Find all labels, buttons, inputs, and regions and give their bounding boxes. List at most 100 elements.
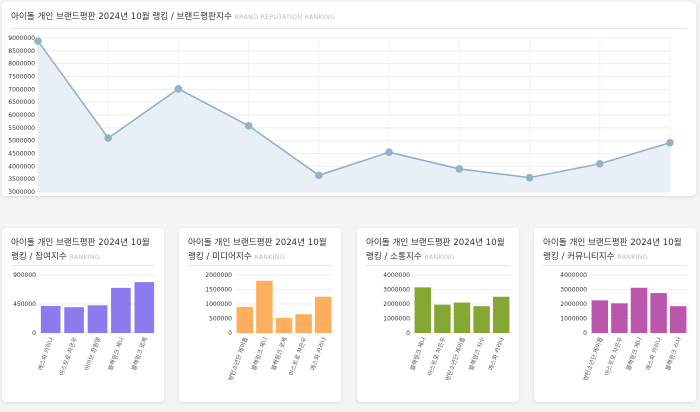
bar[interactable] [314,296,332,333]
x-tick-label: 블랙핑크 로제 [269,336,288,372]
data-point[interactable] [315,171,323,180]
y-tick-label: 2000000 [383,301,410,308]
chart-title-text: 아이돌 개인 브랜드평판 2024년 10월 랭킹 / 브랜드평판지수 [11,12,232,22]
y-tick-label: 2000000 [205,272,232,279]
x-tick-label: 블랙핑크 제니 [624,336,643,372]
line-chart-brand-reputation: 9000000 8500000 8000000 7500000 7000000 65000… [8,35,674,196]
title-divider [11,265,155,266]
chart-title-text: 아이돌 개인 브랜드평판 2024년 10월 랭킹 / 참여지수 [11,238,150,262]
y-tick-label: 4000000 [560,272,587,279]
x-tick-label: 아스트로 차은우 [58,336,80,377]
bar[interactable] [434,304,451,333]
y-tick-label: 1000000 [560,316,587,323]
data-point[interactable] [525,173,534,182]
x-tick-label: 블랙핑크 제니 [250,336,269,372]
bar[interactable] [295,314,312,333]
chart-card-media: 아이돌 개인 브랜드평판 2024년 10월 랭킹 / 미디어지수 RANKIN… [179,228,341,402]
y-tick-label: 0 [583,330,587,337]
chart-title: 아이돌 개인 브랜드평판 2024년 10월 랭킹 / 미디어지수 RANKIN… [188,236,333,264]
x-tick-label: 블랙핑크 제니 [106,336,125,372]
chart-subtitle: RANKING [254,253,285,261]
chart-card-communication: 아이돌 개인 브랜드평판 2024년 10월 랭킹 / 소통지수 RANKING… [357,228,519,402]
chart-subtitle: RANKING [617,253,648,261]
title-divider [543,265,687,266]
data-point[interactable] [385,148,393,157]
bar[interactable] [256,280,273,333]
y-tick-label: 450000 [13,301,36,308]
y-tick-label: 1000000 [383,316,410,323]
x-tick-label: 블랙핑크 리사 [664,336,684,372]
bar[interactable] [40,305,61,333]
y-tick-label: 6000000 [8,112,35,119]
y-tick-label: 4000000 [383,272,410,279]
chart-title-text: 아이돌 개인 브랜드평판 2024년 10월 랭킹 / 미디어지수 [188,238,327,262]
y-tick-label: 1500000 [205,287,232,294]
chart-subtitle: RANKING [424,253,456,261]
y-tick-label: 0 [32,330,36,337]
bar[interactable] [669,306,687,333]
chart-card-brand-reputation: 아이돌 개인 브랜드평판 2024년 10월 랭킹 / 브랜드평판지수 BRAN… [2,2,696,196]
y-tick-label: 3000000 [560,287,587,294]
title-divider [11,28,687,29]
y-tick-label: 7500000 [8,74,35,81]
bar[interactable] [275,317,293,333]
series-line [37,40,671,179]
chart-title: 아이돌 개인 브랜드평판 2024년 10월 랭킹 / 커뮤니티지수 RANKI… [543,236,688,264]
y-tick-label: 3000000 [383,287,410,294]
y-tick-label: 8000000 [8,61,35,68]
data-point[interactable] [595,159,604,168]
x-tick-label: 에스파 카리나 [309,336,329,372]
y-tick-label: 3000000 [8,189,35,196]
bar[interactable] [87,305,108,333]
bar[interactable] [611,303,628,333]
data-point[interactable] [666,138,674,147]
x-tick-label: 아이브 장원영 [83,336,102,372]
x-tick-label: 에스파 카리나 [644,336,664,372]
x-tick-label: 블랙핑크 지수 [467,336,487,372]
bar[interactable] [453,302,471,333]
y-tick-label: 500000 [209,316,232,323]
bar[interactable] [591,300,609,333]
y-tick-label: 4000000 [8,163,35,170]
y-tick-label: 9000000 [8,35,35,42]
data-point[interactable] [455,165,464,173]
y-tick-label: 4500000 [8,151,35,158]
y-tick-label: 6500000 [8,99,35,106]
data-point[interactable] [34,37,42,45]
x-tick-label: 에스파 카리나 [487,336,507,372]
x-tick-label: 아스트로 차은우 [426,336,448,377]
chart-card-community: 아이돌 개인 브랜드평판 2024년 10월 랭킹 / 커뮤니티지수 RANKI… [534,228,696,402]
bar[interactable] [134,282,155,333]
y-tick-label: 5500000 [8,125,35,132]
x-tick-label: 아스트로 차은우 [603,336,625,377]
y-tick-label: 5000000 [8,138,35,145]
series-area [38,41,670,192]
x-tick-label: 에스파 카리나 [36,336,56,372]
x-tick-label: 블랙핑크 제니 [408,336,427,372]
x-tick-label: 블랙핑크 로제 [130,336,149,372]
data-point[interactable] [174,85,183,93]
bar[interactable] [236,306,254,333]
y-tick-label: 0 [228,330,232,337]
title-divider [188,265,332,266]
bar[interactable] [630,287,648,333]
bar[interactable] [650,293,667,333]
bar[interactable] [492,296,510,333]
bar[interactable] [414,287,432,333]
bar[interactable] [111,287,131,333]
chart-title-text: 아이돌 개인 브랜드평판 2024년 10월 랭킹 / 커뮤니티지수 [543,238,682,262]
chart-subtitle: RANKING [69,253,101,261]
data-point[interactable] [244,121,253,130]
data-point[interactable] [104,134,113,142]
bar[interactable] [473,306,490,333]
bar[interactable] [64,307,84,333]
y-tick-label: 900000 [13,272,36,279]
chart-subtitle: BRAND REPUTATION RANKING [234,13,336,21]
chart-title: 아이돌 개인 브랜드평판 2024년 10월 랭킹 / 소통지수 RANKING [366,236,511,264]
chart-title-text: 아이돌 개인 브랜드평판 2024년 10월 랭킹 / 소통지수 [366,238,505,262]
x-tick-label: 방탄소년단 제이홉 [444,336,467,382]
